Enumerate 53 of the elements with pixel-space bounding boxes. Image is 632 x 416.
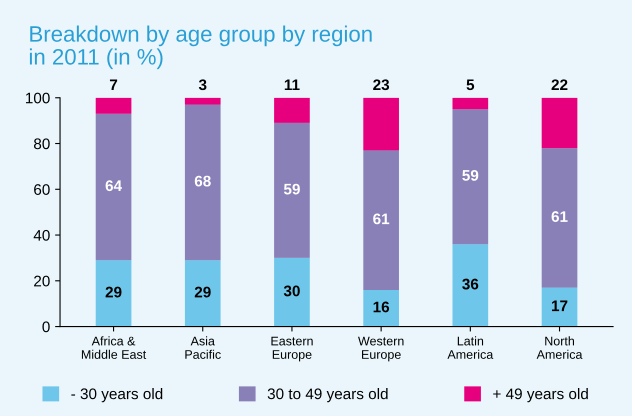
y-tick-label: 60 [34, 184, 50, 195]
y-tick-label: 80 [34, 138, 50, 150]
bar [96, 98, 132, 114]
data-label: 22 [552, 79, 568, 90]
data-label: 59 [284, 184, 300, 195]
bar [542, 288, 578, 327]
data-label: 30 [284, 286, 300, 296]
x-tick-label: Western Europe [358, 336, 404, 362]
bar [363, 150, 399, 290]
y-tick-label: 100 [26, 92, 50, 104]
bar [452, 109, 488, 244]
data-label: 17 [552, 300, 568, 312]
y-tick-label: 0 [42, 321, 50, 332]
x-tick-label: Africa & Middle East [82, 336, 146, 359]
data-label: 16 [374, 302, 390, 312]
x-tick-label: Eastern Europe [271, 336, 313, 362]
x-tick-label: North America [536, 336, 582, 359]
legend-label: + 49 years old [493, 388, 588, 402]
data-label: 11 [284, 80, 300, 90]
chart-title: Breakdown by age group by region [30, 25, 372, 46]
y-tick-label: 40 [34, 230, 50, 241]
data-label: 7 [110, 80, 118, 90]
bar [363, 98, 399, 150]
y-tick-label: 20 [34, 276, 50, 286]
bar [452, 244, 488, 327]
x-tick-label: Latin America [447, 336, 494, 359]
data-label: 59 [462, 170, 478, 181]
bar [184, 260, 221, 327]
bar [363, 290, 399, 327]
data-label: 61 [552, 211, 568, 222]
legend-label: - 30 years old [71, 388, 162, 402]
legend-label: 30 to 49 years old [268, 388, 388, 402]
chart-subtitle: in 2011 (in %) [30, 48, 163, 70]
data-label: 61 [373, 213, 390, 224]
bar [274, 98, 310, 123]
bar [184, 98, 221, 105]
data-label: 29 [106, 286, 122, 298]
bar [96, 114, 132, 260]
data-label: 68 [194, 176, 211, 187]
bar [274, 122, 310, 258]
data-label: 5 [466, 80, 474, 90]
bar [542, 148, 578, 288]
data-label: 29 [194, 286, 211, 298]
data-label: 3 [198, 79, 206, 90]
x-tick-label: Asia Pacific [185, 336, 221, 359]
data-label: 64 [106, 180, 122, 192]
bar [184, 104, 221, 260]
data-label: 36 [462, 278, 478, 290]
bar [96, 260, 132, 327]
bar [274, 258, 310, 327]
bar [452, 98, 488, 110]
bar [542, 98, 578, 148]
data-label: 23 [373, 79, 390, 90]
